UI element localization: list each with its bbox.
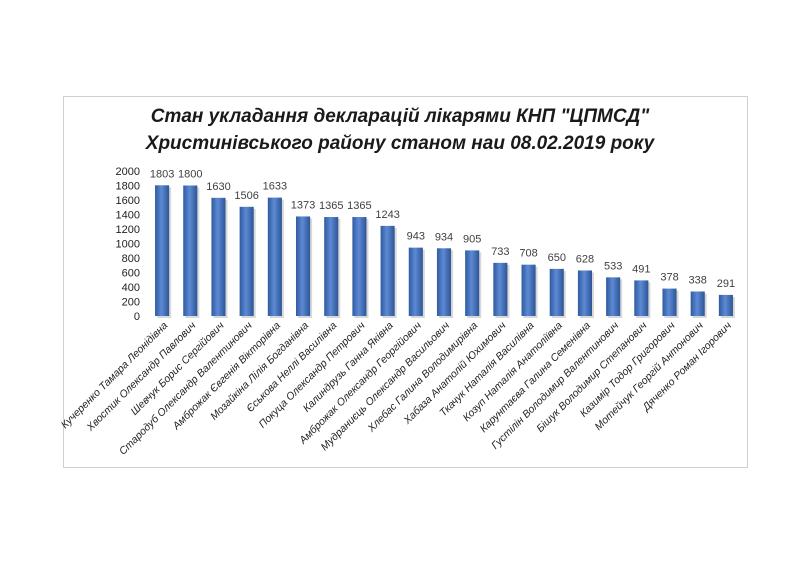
- bar: [267, 197, 282, 316]
- y-tick-label: 2000: [116, 166, 140, 178]
- data-label: 733: [491, 246, 509, 258]
- bars-group: [155, 185, 735, 318]
- bar: [690, 291, 705, 316]
- data-label: 1803: [150, 168, 174, 180]
- data-label: 905: [463, 233, 481, 245]
- data-label: 943: [407, 231, 425, 243]
- y-tick-label: 600: [122, 268, 140, 280]
- data-label: 533: [604, 260, 622, 272]
- bar: [239, 206, 254, 316]
- y-tick-label: 1800: [116, 181, 140, 193]
- chart-title-line-1: Стан укладання декларацій лікарями КНП "…: [150, 106, 650, 127]
- y-tick-label: 200: [122, 297, 140, 309]
- bar: [521, 264, 536, 316]
- y-tick-label: 800: [122, 253, 140, 265]
- bar: [324, 217, 339, 316]
- data-label: 708: [519, 248, 537, 260]
- y-tick-label: 1200: [116, 224, 140, 236]
- data-label: 1630: [206, 181, 230, 193]
- bar: [183, 185, 198, 316]
- data-label: 1373: [291, 199, 315, 211]
- data-label: 1800: [178, 169, 202, 181]
- y-axis: 0 200 400 600 800 1000 1200 1400 1600 1800 2000: [116, 166, 140, 323]
- y-tick-label: 1600: [116, 195, 140, 207]
- bar: [662, 288, 677, 316]
- y-tick-label: 400: [122, 282, 140, 294]
- data-labels-group: 1803 1800 1630 1506 1633 1373 1365 1365 1243 943 9…: [150, 168, 735, 290]
- data-label: 1633: [263, 181, 287, 193]
- data-label: 491: [632, 263, 650, 275]
- data-label: 934: [435, 231, 453, 243]
- bar: [549, 268, 564, 316]
- bar: [577, 270, 592, 316]
- bar: [436, 248, 452, 316]
- y-tick-label: 0: [134, 311, 140, 323]
- data-label: 378: [660, 272, 678, 284]
- data-label: 1365: [347, 200, 371, 212]
- data-label: 650: [548, 252, 566, 264]
- data-label: 291: [717, 278, 735, 290]
- bar: [155, 185, 170, 316]
- bar: [408, 247, 423, 316]
- bar: [493, 262, 508, 316]
- bar: [634, 280, 649, 316]
- data-label: 628: [576, 253, 594, 265]
- data-label: 1243: [375, 209, 399, 221]
- bar: [296, 216, 311, 316]
- data-label: 1365: [319, 200, 343, 212]
- data-label: 1506: [234, 190, 258, 202]
- bar: [718, 294, 733, 316]
- bar: [211, 197, 226, 316]
- bar: [606, 277, 621, 316]
- bar: [380, 225, 395, 316]
- bar: [465, 250, 480, 316]
- bar: [352, 217, 367, 316]
- y-tick-label: 1000: [116, 239, 140, 251]
- chart-title-line-2: Христинівського району станом наи 08.02.…: [145, 133, 655, 154]
- chart-frame: [63, 96, 748, 468]
- y-tick-label: 1400: [116, 210, 140, 222]
- data-label: 338: [689, 274, 707, 286]
